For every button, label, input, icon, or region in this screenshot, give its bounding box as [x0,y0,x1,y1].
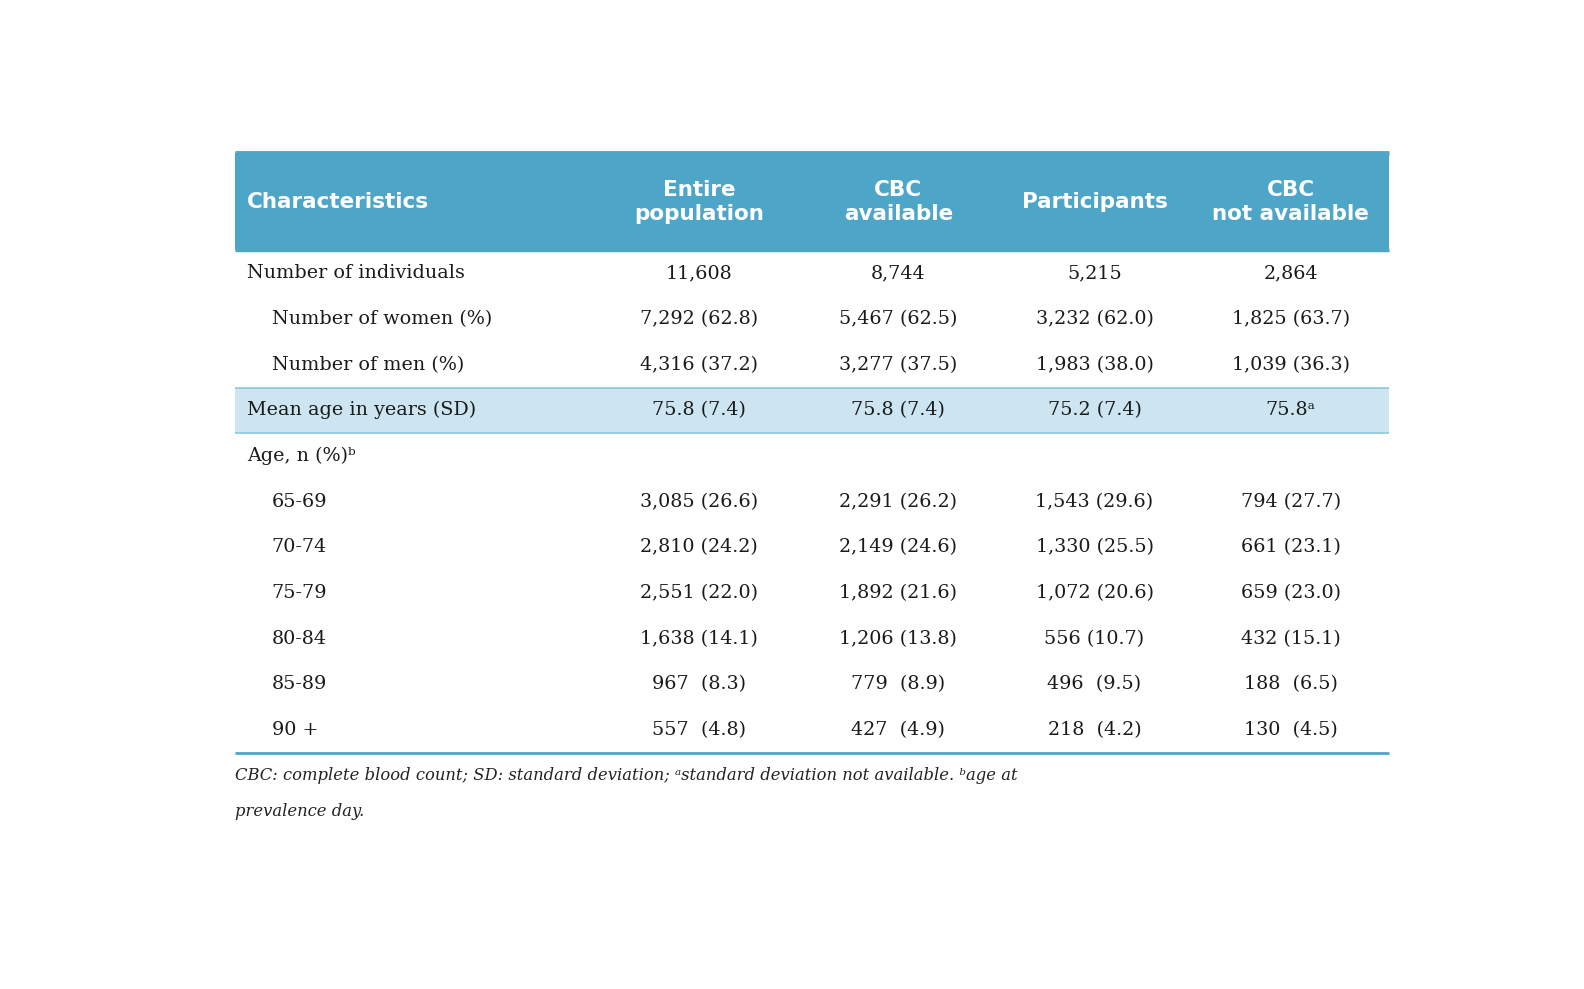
Bar [234,342,1389,388]
Text: 8,744: 8,744 [871,264,925,282]
Text: 4,316 (37.2): 4,316 (37.2) [640,356,759,374]
Bar [234,153,1389,250]
Text: 75-79: 75-79 [272,584,328,602]
Text: 75.8 (7.4): 75.8 (7.4) [852,402,946,419]
Text: 1,330 (25.5): 1,330 (25.5) [1036,538,1153,557]
Text: Characteristics: Characteristics [247,192,429,212]
Text: 1,825 (63.7): 1,825 (63.7) [1232,310,1350,328]
Text: Number of women (%): Number of women (%) [272,310,493,328]
Text: 80-84: 80-84 [272,630,326,648]
Bar [234,571,1389,616]
Text: 967  (8.3): 967 (8.3) [653,675,746,693]
Text: 70-74: 70-74 [272,538,326,557]
Text: 1,039 (36.3): 1,039 (36.3) [1232,356,1350,374]
Text: 65-69: 65-69 [272,493,328,510]
Text: 7,292 (62.8): 7,292 (62.8) [640,310,759,328]
Text: 794 (27.7): 794 (27.7) [1240,493,1340,510]
Text: Age, n (%)ᵇ: Age, n (%)ᵇ [247,447,356,465]
Text: CBC
not available: CBC not available [1212,180,1369,224]
Text: 11,608: 11,608 [665,264,733,282]
Text: 779  (8.9): 779 (8.9) [851,675,946,693]
Text: 5,467 (62.5): 5,467 (62.5) [840,310,958,328]
Text: 1,983 (38.0): 1,983 (38.0) [1036,356,1153,374]
Bar [234,616,1389,662]
Text: 90 +: 90 + [272,721,318,739]
Text: CBC: complete blood count; SD: standard deviation; ᵃstandard deviation not avail: CBC: complete blood count; SD: standard … [234,766,1017,783]
Text: 2,810 (24.2): 2,810 (24.2) [640,538,759,557]
Text: 427  (4.9): 427 (4.9) [852,721,946,739]
Text: Mean age in years (SD): Mean age in years (SD) [247,402,477,419]
Text: 5,215: 5,215 [1068,264,1121,282]
Text: 1,206 (13.8): 1,206 (13.8) [840,630,957,648]
Bar [234,433,1389,479]
Text: 2,864: 2,864 [1264,264,1318,282]
Text: 1,543 (29.6): 1,543 (29.6) [1036,493,1153,510]
Text: 1,072 (20.6): 1,072 (20.6) [1036,584,1153,602]
Bar [234,662,1389,707]
Text: Participants: Participants [1022,192,1167,212]
Text: 432 (15.1): 432 (15.1) [1240,630,1340,648]
Text: 85-89: 85-89 [272,675,326,693]
Text: 75.8 (7.4): 75.8 (7.4) [653,402,746,419]
Text: prevalence day.: prevalence day. [234,803,364,820]
Text: Entire
population: Entire population [634,180,763,224]
Bar [234,479,1389,524]
Text: 1,638 (14.1): 1,638 (14.1) [640,630,759,648]
Text: 75.2 (7.4): 75.2 (7.4) [1047,402,1142,419]
Text: 659 (23.0): 659 (23.0) [1240,584,1340,602]
Text: 557  (4.8): 557 (4.8) [653,721,746,739]
Text: 496  (9.5): 496 (9.5) [1047,675,1142,693]
Text: 3,232 (62.0): 3,232 (62.0) [1036,310,1153,328]
Bar [234,296,1389,342]
Text: 130  (4.5): 130 (4.5) [1243,721,1337,739]
Bar [234,388,1389,433]
Text: 3,277 (37.5): 3,277 (37.5) [840,356,957,374]
Text: 556 (10.7): 556 (10.7) [1044,630,1145,648]
Text: CBC
available: CBC available [844,180,954,224]
Text: Number of men (%): Number of men (%) [272,356,464,374]
Text: 2,149 (24.6): 2,149 (24.6) [840,538,957,557]
Text: 2,291 (26.2): 2,291 (26.2) [840,493,957,510]
Text: 661 (23.1): 661 (23.1) [1240,538,1340,557]
Text: 1,892 (21.6): 1,892 (21.6) [840,584,957,602]
Bar [234,707,1389,753]
Text: 75.8ᵃ: 75.8ᵃ [1266,402,1316,419]
Text: 3,085 (26.6): 3,085 (26.6) [640,493,759,510]
Bar [234,524,1389,571]
Bar [234,250,1389,296]
Text: 2,551 (22.0): 2,551 (22.0) [640,584,759,602]
Text: 188  (6.5): 188 (6.5) [1243,675,1337,693]
Text: 218  (4.2): 218 (4.2) [1047,721,1142,739]
Text: Number of individuals: Number of individuals [247,264,466,282]
